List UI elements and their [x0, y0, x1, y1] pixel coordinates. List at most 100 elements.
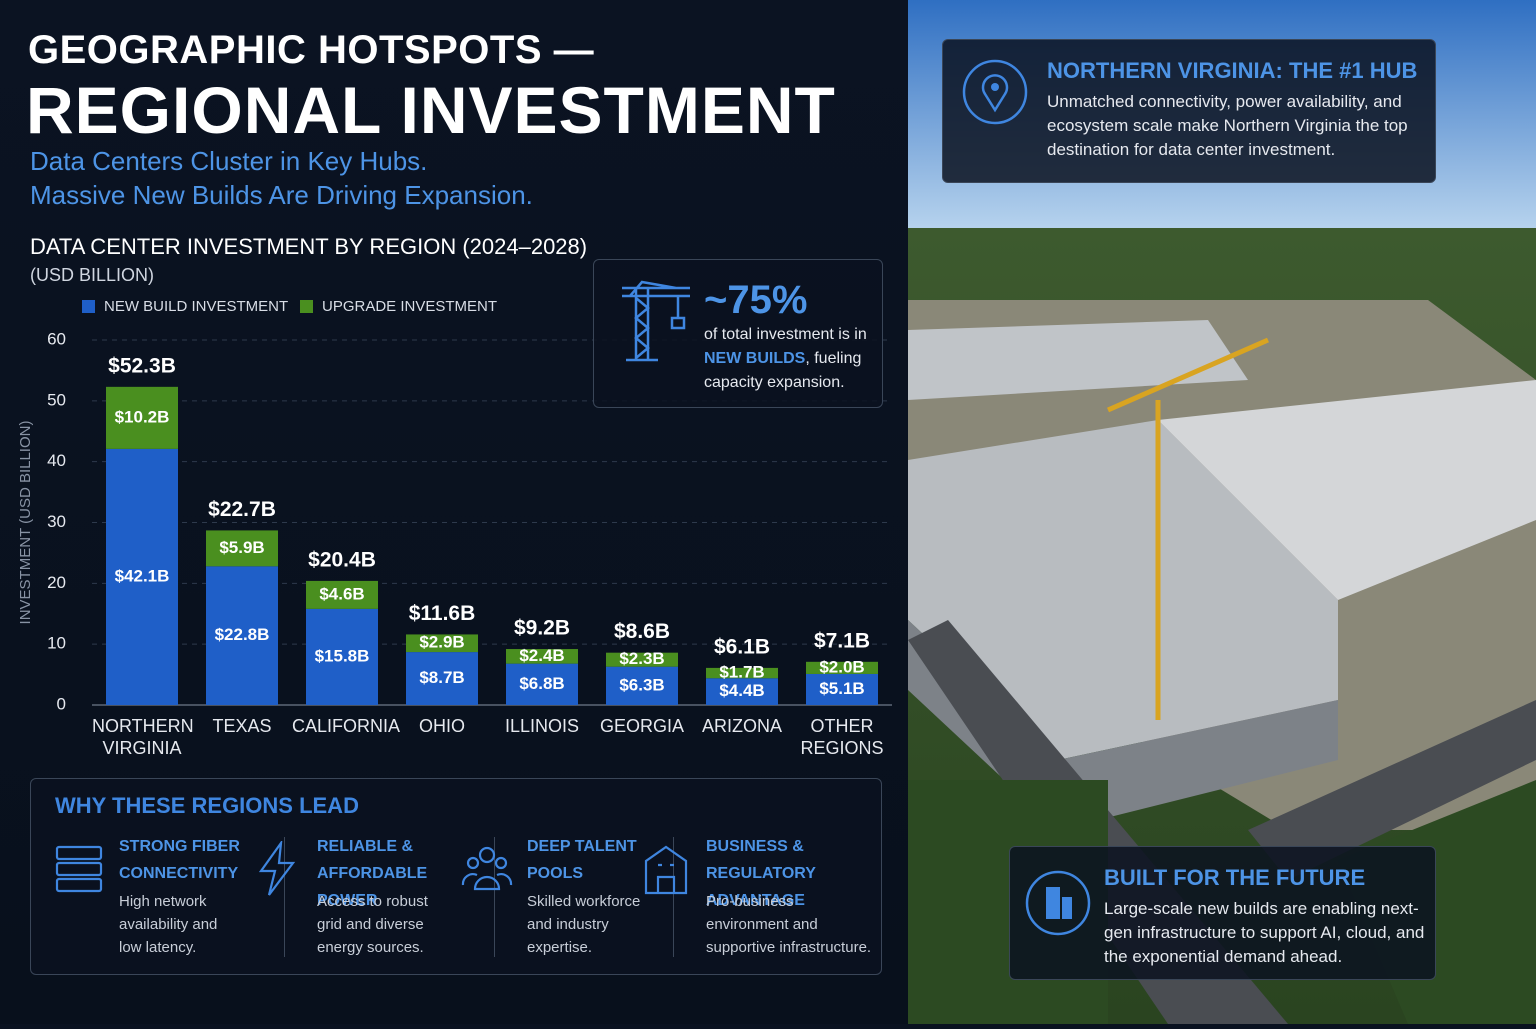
segment-label: $6.8B — [519, 674, 564, 693]
x-tick-label: GEORGIA — [599, 716, 684, 736]
x-tick-label: OHIO — [418, 716, 465, 736]
subtitle: Data Centers Cluster in Key Hubs. — [30, 146, 428, 176]
bar-segment — [206, 566, 278, 705]
icon — [461, 846, 513, 891]
future-text: Large-scale new builds are enabling next… — [1104, 899, 1425, 966]
stat-text-part: of total investment is in — [704, 326, 867, 343]
legend-label: NEW BUILD INVESTMENT — [104, 298, 288, 315]
bar-segment — [506, 649, 578, 664]
subtitle: Massive New Builds Are Driving Expansion… — [30, 180, 533, 210]
x-tick-label: NORTHERN VIRGINIA — [92, 716, 194, 758]
reason-title: STRONG FIBER CONNECTIVITY — [119, 838, 240, 882]
icon — [644, 845, 688, 895]
total-label: $22.7B — [208, 498, 276, 521]
hub-callout: NORTHERN VIRGINIA: THE #1 HUB Unmatched … — [942, 39, 1436, 183]
y-tick-label: 20 — [47, 573, 66, 592]
crane — [1106, 337, 1270, 720]
divider — [494, 837, 495, 957]
title-line: GEOGRAPHIC HOTSPOTS — — [28, 28, 595, 72]
x-tick-label: OTHER REGIONS — [800, 716, 884, 758]
stat-value: ~75% — [704, 278, 808, 322]
building — [1158, 380, 1536, 600]
segment-label: $4.4B — [719, 681, 764, 700]
y-tick-label: 30 — [47, 512, 66, 531]
segment-label: $15.8B — [315, 646, 370, 665]
reason-title: BUSINESS & REGULATORY ADVANTAGE — [706, 838, 816, 909]
bar-segment — [706, 678, 778, 705]
x-tick-label: CALIFORNIA — [292, 716, 401, 736]
bar-segment — [406, 634, 478, 653]
total-label: $52.3B — [108, 354, 176, 377]
bar-segment — [106, 386, 178, 449]
reason-title: RELIABLE & AFFORDABLE POWER — [317, 838, 428, 909]
stat-callout: ~75% of total investment is in NEW BUILD… — [593, 259, 883, 408]
bar-segment — [606, 652, 678, 667]
bar-segment — [106, 448, 178, 705]
building — [908, 320, 1248, 400]
y-tick-label: 60 — [47, 329, 66, 348]
total-label: $8.6B — [614, 620, 670, 643]
reason-description: Access to robust grid and diverse energy… — [317, 893, 428, 956]
stat-highlight: NEW BUILDS — [704, 350, 806, 367]
reason-title: DEEP TALENT POOLS — [527, 838, 637, 882]
bar-segment — [306, 608, 378, 705]
reason-description: Pro-business environment and supportive … — [706, 893, 872, 956]
bar-segment — [806, 673, 878, 705]
segment-label: $22.8B — [215, 625, 270, 644]
segment-label: $5.1B — [819, 679, 864, 698]
reason-icon — [640, 841, 692, 897]
x-tick-label: ILLINOIS — [504, 716, 580, 736]
y-tick-label: 50 — [47, 390, 66, 409]
total-label: $11.6B — [409, 602, 476, 625]
reason-description: High network availability and low latenc… — [119, 893, 218, 956]
y-axis-label: INVESTMENT (USD BILLION) — [17, 421, 34, 625]
bar-segment — [806, 661, 878, 674]
segment-label: $2.0B — [819, 657, 864, 676]
photo-panel: NORTHERN VIRGINIA: THE #1 HUB Unmatched … — [908, 0, 1536, 1024]
building-icon — [1025, 870, 1091, 936]
segment-label: $1.7B — [719, 663, 764, 682]
icon — [55, 845, 103, 893]
segment-label: $4.6B — [319, 584, 364, 603]
legend-swatch — [82, 300, 95, 313]
reasons-title: WHY THESE REGIONS LEAD — [55, 793, 359, 818]
bar-segment — [706, 667, 778, 679]
reason-icon — [461, 841, 513, 897]
divider — [673, 837, 674, 957]
divider — [284, 837, 285, 957]
left-panel: GEOGRAPHIC HOTSPOTS — REGIONAL INVESTMEN… — [0, 0, 908, 1024]
legend-label: UPGRADE INVESTMENT — [322, 298, 497, 315]
total-label: $6.1B — [714, 635, 770, 658]
x-tick-label: ARIZONA — [701, 716, 782, 736]
segment-label: $5.9B — [219, 538, 264, 557]
reason-description: Skilled workforce and industry expertise… — [527, 893, 641, 956]
pin-icon — [962, 59, 1028, 125]
crane-icon — [622, 280, 690, 362]
chart-title: DATA CENTER INVESTMENT BY REGION (2024–2… — [30, 234, 588, 259]
chart: NEW BUILD INVESTMENT UPGRADE INVESTMENT IN… — [17, 298, 892, 713]
title-line: REGIONAL INVESTMENT — [26, 73, 836, 147]
y-tick-label: 0 — [57, 694, 66, 713]
y-tick-label: 10 — [47, 634, 66, 653]
legend-swatch — [300, 300, 313, 313]
stat-text: of total investment is in NEW BUILDS, fu… — [704, 323, 874, 395]
bar-segment — [606, 666, 678, 705]
future-callout: BUILT FOR THE FUTURE Large-scale new bui… — [1009, 846, 1436, 980]
segment-label: $6.3B — [619, 675, 664, 694]
y-tick-label: 40 — [47, 451, 66, 470]
bar-segment — [506, 663, 578, 705]
reason-icon — [251, 838, 303, 897]
total-label: $9.2B — [514, 617, 570, 640]
bar-segment — [406, 652, 478, 705]
total-label: $20.4B — [308, 548, 376, 571]
building — [908, 420, 1338, 760]
total-label: $7.1B — [814, 629, 870, 652]
road — [1248, 700, 1536, 880]
stat-text-part: , fueling capacity expansion. — [704, 350, 862, 391]
segment-label: $8.7B — [419, 668, 464, 687]
chart-subtitle: (USD BILLION) — [30, 265, 155, 285]
x-tick-label: TEXAS — [212, 716, 272, 736]
bar-segment — [206, 530, 278, 567]
segment-label: $2.9B — [419, 633, 464, 652]
